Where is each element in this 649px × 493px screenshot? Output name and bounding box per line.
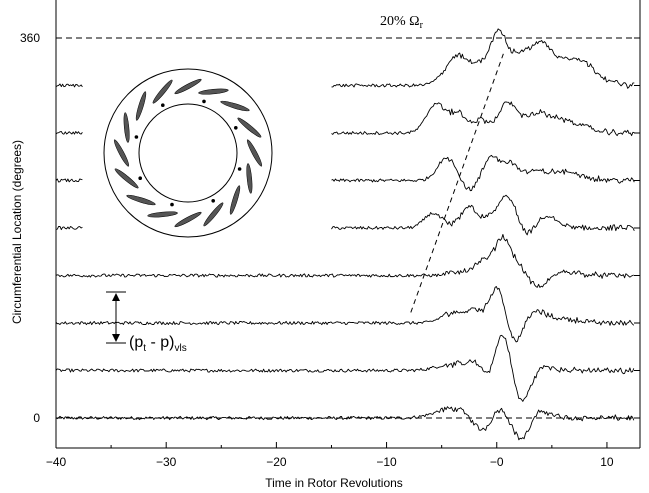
trace-series-7-segment-1 xyxy=(331,28,635,89)
inset-inner-ring xyxy=(138,103,238,203)
compressor-annulus-inset xyxy=(102,67,274,239)
scale-bar-label: (pt - p)vls xyxy=(129,334,187,354)
axes-frame xyxy=(55,0,641,449)
axis-ticks: −40 −30 −20 −10 −0 10 0 360 xyxy=(20,31,640,469)
inset-blade xyxy=(113,139,130,167)
inset-sensor-marker xyxy=(211,199,215,203)
inset-blade xyxy=(123,112,130,143)
inset-blade xyxy=(174,211,202,228)
trace-series-5-segment-0 xyxy=(55,178,83,183)
inset-blade xyxy=(147,211,178,218)
y-tick-label: 360 xyxy=(20,31,40,45)
inset-sensor-marker xyxy=(234,126,238,130)
trace-series-6-segment-0 xyxy=(55,131,83,135)
x-tick-label: −10 xyxy=(376,455,397,469)
trace-series-3-segment-0 xyxy=(55,233,634,288)
speed-line-label: 20% Ωr xyxy=(380,14,424,31)
inset-blade xyxy=(229,185,241,215)
trace-series-2-segment-0 xyxy=(55,286,635,343)
inset-blade xyxy=(237,117,262,138)
inset-blade xyxy=(198,88,229,95)
inset-sensor-marker xyxy=(170,202,174,207)
inset-blade xyxy=(220,100,250,112)
inset-outer-ring xyxy=(103,68,273,238)
trace-series-4-segment-0 xyxy=(55,225,83,231)
speed-line xyxy=(410,53,504,313)
x-tick-label: −20 xyxy=(266,455,287,469)
speed-line-annotation: 20% Ωr xyxy=(380,14,504,313)
inset-sensor-marker xyxy=(138,176,142,180)
inset-background xyxy=(102,67,274,239)
x-axis-label: Time in Rotor Revolutions xyxy=(265,476,403,490)
inset-blade xyxy=(174,78,202,95)
trace-series-1-segment-0 xyxy=(55,334,635,402)
trace-series-4-segment-1 xyxy=(331,194,635,236)
trace-series-0-segment-0 xyxy=(55,406,635,441)
inset-sensor-marker xyxy=(134,135,139,139)
y-axis-label: Circumferential Location (degrees) xyxy=(10,140,24,324)
x-tick-label: −40 xyxy=(46,455,67,469)
inset-blade xyxy=(246,163,253,194)
inset-blade xyxy=(203,202,224,227)
trace-series-6-segment-1 xyxy=(331,101,635,137)
inset-blade xyxy=(246,139,263,167)
inset-blade xyxy=(135,91,147,121)
scale-bar-arrow-up xyxy=(112,293,120,301)
inset-blade xyxy=(126,194,156,206)
pressure-traces xyxy=(55,28,635,441)
inset-blade xyxy=(114,168,139,189)
inset-sensor-marker xyxy=(237,167,242,171)
x-tick-label: −0 xyxy=(490,455,504,469)
inset-sensor-marker xyxy=(202,99,206,104)
inset-sensor-marker xyxy=(161,103,165,107)
x-tick-label: −30 xyxy=(156,455,177,469)
inset-blade xyxy=(152,79,173,104)
x-tick-label: 10 xyxy=(600,455,614,469)
trace-series-5-segment-1 xyxy=(331,154,635,192)
scale-bar-annotation: (pt - p)vls xyxy=(106,291,187,354)
scale-bar-arrow-down xyxy=(112,334,120,342)
trace-series-7-segment-0 xyxy=(55,83,83,88)
y-tick-label: 0 xyxy=(33,411,40,425)
